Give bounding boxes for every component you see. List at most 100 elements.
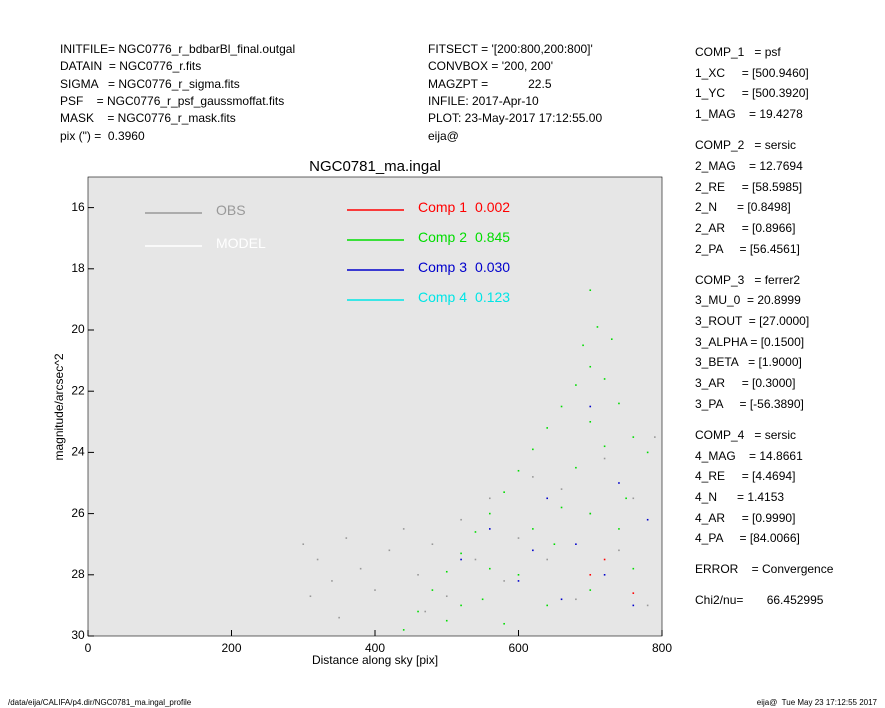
- legend-name: Comp 1: [418, 199, 467, 215]
- y-tick-label: 28: [71, 567, 85, 581]
- data-point: [417, 574, 419, 576]
- chart-title: NGC0781_ma.ingal: [309, 158, 441, 175]
- header-line: DATAIN = NGC0776_r.fits: [60, 59, 202, 74]
- data-point: [445, 619, 448, 622]
- legend-label: Comp 3 0.030: [418, 259, 510, 275]
- data-point: [632, 567, 635, 570]
- parameter-line: COMP_3 = ferrer2: [695, 272, 801, 287]
- parameter-line: 3_BETA = [1.9000]: [695, 355, 802, 370]
- parameter-line: 3_ROUT = [27.0000]: [695, 314, 810, 328]
- x-tick-label: 200: [221, 641, 241, 655]
- data-point: [582, 344, 584, 347]
- data-point: [331, 580, 333, 582]
- parameter-line: 4_MAG = 14.8661: [695, 448, 803, 463]
- y-tick-label: 26: [71, 506, 85, 520]
- data-point: [474, 531, 477, 533]
- data-point: [517, 469, 520, 472]
- data-point: [646, 518, 649, 521]
- parameter-line: 2_RE = [58.5985]: [695, 179, 803, 194]
- parameter-line: COMP_2 = sersic: [695, 138, 797, 153]
- legend-label: Comp 4 0.123: [418, 289, 510, 305]
- data-point: [338, 616, 340, 619]
- data-point: [489, 567, 491, 570]
- data-point: [460, 552, 462, 555]
- data-point: [460, 604, 462, 607]
- data-point: [481, 598, 484, 601]
- data-point: [417, 610, 419, 613]
- data-point: [489, 512, 491, 515]
- data-point: [603, 378, 606, 380]
- data-point: [575, 384, 577, 386]
- y-tick-label: 16: [71, 200, 85, 214]
- footer-right: eija@ Tue May 23 17:12:55 2017: [756, 698, 877, 707]
- legend-label: MODEL: [216, 235, 266, 251]
- data-point: [589, 405, 592, 408]
- data-point: [603, 574, 606, 576]
- legend-name: MODEL: [216, 235, 266, 251]
- legend-value: 0.030: [475, 259, 510, 275]
- data-point: [546, 558, 548, 561]
- x-tick-label: 0: [85, 641, 92, 655]
- legend-value: 0.002: [475, 199, 510, 215]
- x-tick-label: 800: [652, 641, 672, 655]
- parameter-line: COMP_4 = sersic: [695, 427, 797, 442]
- data-point: [503, 491, 505, 493]
- x-tick-label: 400: [365, 641, 385, 655]
- data-point: [445, 570, 448, 573]
- data-point: [632, 604, 635, 607]
- parameter-line: Chi2/nu= 66.452995: [695, 593, 824, 608]
- data-point: [618, 549, 620, 552]
- header-line: MAGZPT = 22.5: [428, 76, 552, 91]
- data-point: [560, 488, 563, 490]
- data-point: [654, 436, 656, 438]
- data-point: [646, 451, 649, 454]
- y-tick-label: 24: [71, 445, 85, 459]
- data-point: [575, 466, 577, 469]
- data-point: [546, 604, 548, 607]
- parameter-line: 1_XC = [500.9460]: [695, 65, 809, 80]
- data-point: [489, 497, 491, 500]
- y-tick-label: 22: [71, 383, 85, 397]
- legend-name: Comp 4: [418, 289, 467, 305]
- parameter-line: 4_AR = [0.9990]: [695, 510, 796, 525]
- parameter-line: 1_YC = [500.3920]: [695, 86, 809, 101]
- data-point: [560, 506, 563, 509]
- data-point: [546, 497, 548, 500]
- data-point: [517, 574, 520, 576]
- data-point: [431, 543, 434, 545]
- data-point: [560, 598, 563, 601]
- parameter-line: 4_RE = [4.4694]: [695, 469, 796, 484]
- data-point: [474, 558, 477, 561]
- data-point: [632, 436, 635, 438]
- data-point: [589, 589, 592, 591]
- x-axis-label: Distance along sky [pix]: [312, 653, 438, 667]
- plot-area: [88, 177, 662, 636]
- data-point: [603, 457, 606, 460]
- header-line: SIGMA = NGC0776_r_sigma.fits: [60, 76, 240, 91]
- plot-frame: [87, 176, 663, 637]
- parameter-line: COMP_1 = psf: [695, 45, 781, 59]
- header-line: pix (") = 0.3960: [60, 128, 145, 143]
- legend-label: Comp 2 0.845: [418, 229, 510, 245]
- data-point: [424, 610, 427, 613]
- data-point: [589, 289, 592, 292]
- data-point: [603, 445, 606, 448]
- parameter-line: 2_N = [0.8498]: [695, 200, 791, 215]
- data-point: [489, 528, 491, 530]
- header-line: CONVBOX = '200, 200': [428, 59, 553, 74]
- legend-name: Comp 3: [418, 259, 467, 275]
- parameter-line: 2_PA = [56.4561]: [695, 241, 800, 256]
- data-point: [575, 543, 577, 545]
- header-line: PLOT: 23-May-2017 17:12:55.00: [428, 111, 603, 126]
- legend-name: Comp 2: [418, 229, 467, 245]
- parameter-line: 4_PA = [84.0066]: [695, 531, 800, 546]
- data-point: [575, 598, 577, 601]
- data-point: [402, 629, 405, 631]
- data-point: [316, 558, 319, 561]
- data-point: [532, 549, 534, 552]
- y-tick-label: 30: [71, 628, 85, 642]
- data-point: [460, 558, 462, 561]
- data-point: [610, 338, 613, 340]
- header-line: FITSECT = '[200:800,200:800]': [428, 42, 593, 56]
